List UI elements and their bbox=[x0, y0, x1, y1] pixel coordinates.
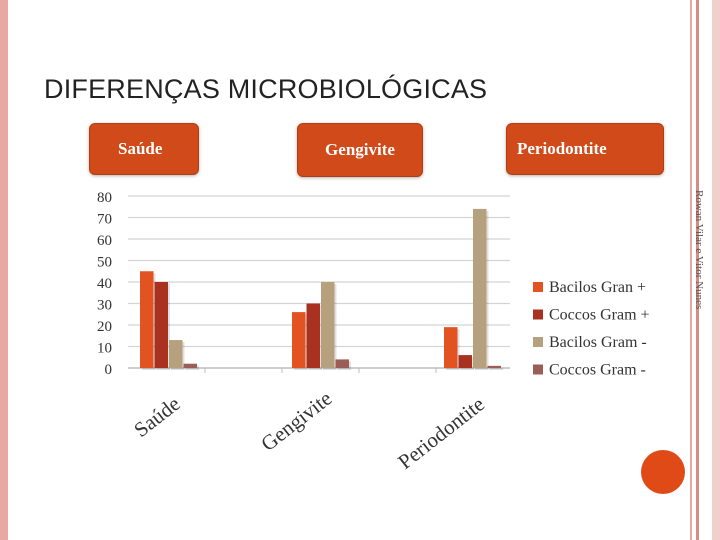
decorative-circle bbox=[641, 450, 685, 494]
x-category-label: Gengivite bbox=[256, 386, 336, 456]
left-border bbox=[0, 0, 8, 540]
y-tick-label: 40 bbox=[97, 276, 112, 292]
legend-label: Coccos Gram - bbox=[549, 362, 646, 379]
right-border-line bbox=[690, 0, 692, 540]
slide-title: DIFERENÇAS MICROBIOLÓGICAS bbox=[44, 74, 488, 104]
bar bbox=[292, 312, 306, 368]
y-tick-label: 30 bbox=[97, 298, 112, 314]
legend-label: Bacilos Gram - bbox=[549, 334, 647, 351]
x-category-label: Saúde bbox=[129, 391, 184, 442]
bar bbox=[306, 303, 320, 368]
legend-swatch bbox=[533, 282, 543, 292]
y-tick-label: 60 bbox=[97, 233, 112, 249]
y-tick-label: 0 bbox=[105, 362, 113, 378]
right-border-line bbox=[696, 0, 699, 540]
y-tick-label: 20 bbox=[97, 319, 112, 335]
bar-shadow bbox=[489, 367, 503, 370]
bar bbox=[487, 365, 501, 368]
bar bbox=[444, 327, 458, 368]
bar bbox=[473, 208, 487, 368]
bar bbox=[169, 340, 183, 368]
y-tick-label: 50 bbox=[97, 255, 112, 271]
x-category-label: Periodontite bbox=[393, 392, 489, 474]
bar bbox=[335, 359, 349, 368]
y-tick-label: 80 bbox=[97, 190, 112, 206]
bar bbox=[140, 271, 154, 368]
tab-gengivite: Gengivite bbox=[297, 123, 423, 177]
legend-swatch bbox=[533, 337, 543, 347]
bar bbox=[321, 282, 335, 368]
legend-swatch bbox=[533, 309, 543, 320]
right-border-strip bbox=[712, 0, 720, 540]
y-tick-label: 70 bbox=[97, 212, 112, 228]
legend-swatch bbox=[533, 364, 543, 375]
legend-label: Bacilos Gran + bbox=[549, 279, 646, 296]
tab-periodontite: Periodontite bbox=[506, 123, 664, 175]
bar bbox=[154, 282, 168, 368]
legend-label: Coccos Gram + bbox=[549, 307, 650, 324]
bar bbox=[458, 355, 472, 368]
tab-saude: Saúde bbox=[89, 123, 199, 175]
y-tick-label: 10 bbox=[97, 341, 112, 357]
bar bbox=[183, 363, 197, 368]
